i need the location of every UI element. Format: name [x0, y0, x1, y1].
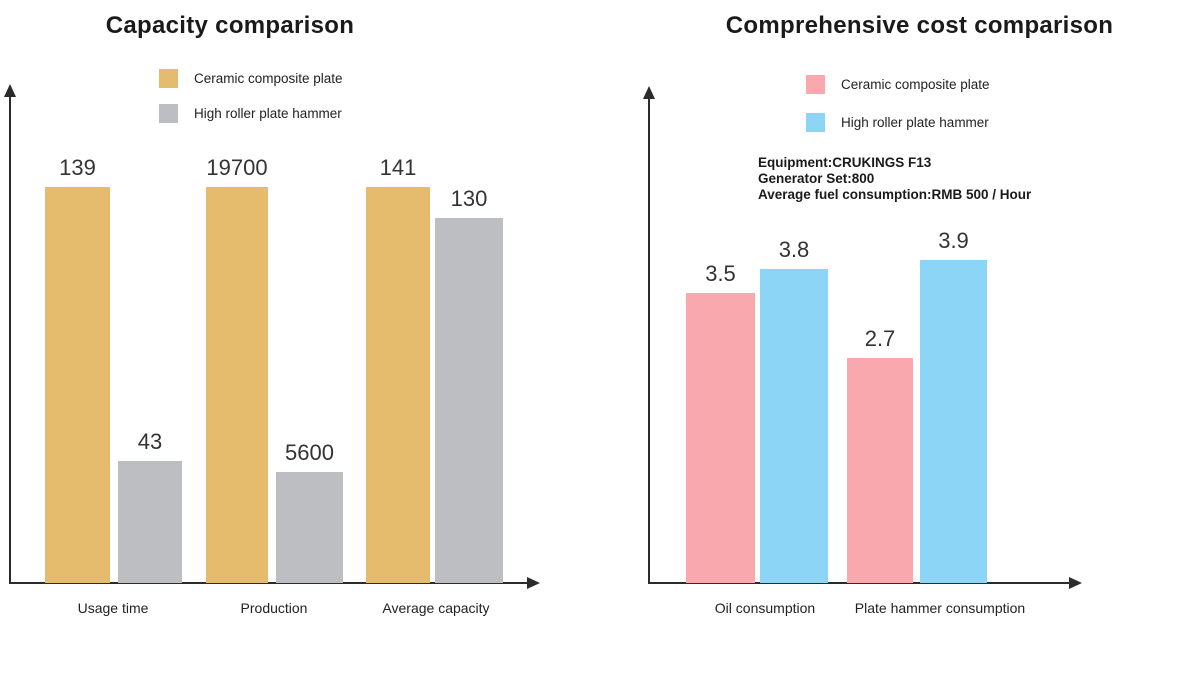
- right-category-oil-consumption: Oil consumption: [714, 600, 816, 616]
- legend-swatch-pink: [806, 74, 825, 94]
- legend-label: Ceramic composite plate: [194, 70, 343, 86]
- annotation-line-equipment: Equipment:CRUKINGS F13: [758, 155, 932, 170]
- bar-ceramic-composite-plate-plate-hammer-consumption: [847, 358, 913, 583]
- bar-value-label: 43: [137, 429, 163, 454]
- bar-high-roller-plate-hammer-oil-consumption: [760, 269, 828, 583]
- bar-value-label: 5600: [285, 440, 334, 465]
- legend-swatch-blue: [806, 112, 825, 132]
- bar-ceramic-composite-plate-production: [206, 187, 268, 583]
- right-y-axis-arrow: [643, 86, 655, 99]
- left-legend-item-hammer: High roller plate hammer: [159, 103, 342, 123]
- bar-value-label: 3.8: [778, 237, 810, 262]
- bar-value-label: 19700: [206, 155, 268, 180]
- legend-swatch-gold: [159, 68, 178, 88]
- left-category-average-capacity: Average capacity: [382, 600, 490, 616]
- left-category-production: Production: [240, 600, 308, 616]
- bar-value-label: 3.5: [705, 261, 736, 286]
- bar-high-roller-plate-hammer-production: [276, 472, 343, 583]
- right-category-plate-hammer-consumption: Plate hammer consumption: [854, 600, 1026, 616]
- right-legend-item-hammer: High roller plate hammer: [806, 112, 989, 132]
- annotation-line-fuel: Average fuel consumption:RMB 500 / Hour: [758, 187, 1032, 202]
- bar-value-label: 2.7: [864, 326, 896, 351]
- left-x-axis-arrow: [527, 577, 540, 589]
- left-chart-title: Capacity comparison: [105, 12, 355, 39]
- bar-high-roller-plate-hammer-usage-time: [118, 461, 182, 583]
- bar-high-roller-plate-hammer-average-capacity: [435, 218, 503, 583]
- bar-value-label: 3.9: [938, 228, 969, 253]
- right-x-axis-arrow: [1069, 577, 1082, 589]
- right-legend-item-ceramic: Ceramic composite plate: [806, 74, 990, 94]
- bar-value-label: 141: [379, 155, 417, 180]
- bar-high-roller-plate-hammer-plate-hammer-consumption: [920, 260, 987, 583]
- bar-ceramic-composite-plate-usage-time: [45, 187, 110, 583]
- left-x-axis: [9, 582, 530, 584]
- left-category-usage-time: Usage time: [77, 600, 149, 616]
- bar-ceramic-composite-plate-average-capacity: [366, 187, 430, 583]
- left-y-axis: [9, 95, 11, 583]
- bar-value-label: 130: [450, 186, 488, 211]
- bar-value-label: 139: [59, 155, 96, 180]
- right-chart-title: Comprehensive cost comparison: [725, 12, 1114, 39]
- right-y-axis: [648, 97, 650, 583]
- equipment-annotation: Equipment:CRUKINGS F13 Generator Set:800…: [758, 155, 1031, 203]
- left-legend-item-ceramic: Ceramic composite plate: [159, 68, 343, 88]
- legend-swatch-gray: [159, 103, 178, 123]
- annotation-line-generator: Generator Set:800: [758, 171, 875, 186]
- left-y-axis-arrow: [4, 84, 16, 97]
- right-x-axis: [648, 582, 1072, 584]
- bar-ceramic-composite-plate-oil-consumption: [686, 293, 755, 583]
- legend-label: High roller plate hammer: [194, 105, 342, 121]
- legend-label: High roller plate hammer: [841, 114, 989, 130]
- legend-label: Ceramic composite plate: [841, 76, 990, 92]
